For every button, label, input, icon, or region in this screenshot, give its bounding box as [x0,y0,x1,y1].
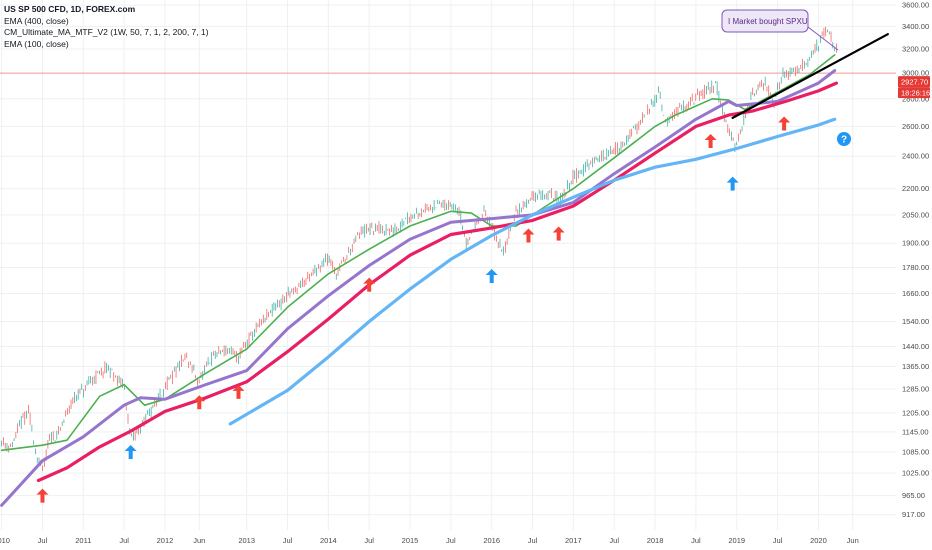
y-tick-label: 1660.00 [902,289,929,298]
y-tick-label: 3400.00 [902,22,929,31]
y-tick-label: 1780.00 [902,263,929,272]
y-tick-label: 2800.00 [902,94,929,103]
x-tick-label: Jul [773,536,783,545]
chart-series [0,26,889,507]
series-line-ema_weekly [0,69,837,507]
x-tick-label: Jul [283,536,293,545]
y-tick-label: 1440.00 [902,342,929,351]
red-up-arrow-icon [232,384,245,399]
x-tick-label: Jul [446,536,456,545]
y-tick-label: 3000.00 [902,69,929,78]
x-tick-label: Jul [691,536,701,545]
y-tick-label: 1025.00 [902,469,929,478]
legend-cm-ultimate-ma[interactable]: CM_Ultimate_MA_MTF_V2 (1W, 50, 7, 1, 2, … [4,27,209,37]
x-tick-label: 2010 [0,536,10,545]
y-tick-label: 1085.00 [902,447,929,456]
x-tick-label: 2017 [565,536,582,545]
x-tick-label: 2014 [320,536,337,545]
red-up-arrow-icon [778,116,791,131]
y-tick-label: 1540.00 [902,317,929,326]
last-price-label: 2927.70 [901,78,928,87]
chart-markers [36,116,791,503]
y-tick-label: 1285.00 [902,384,929,393]
x-tick-label: Jun [847,536,859,545]
x-tick-label: 2015 [402,536,419,545]
y-tick-label: 965.00 [902,491,925,500]
legend-ema-100[interactable]: EMA (100, close) [4,38,69,49]
red-up-arrow-icon [193,395,206,410]
series-line-ema_400 [36,81,838,483]
x-tick-label: Jul [364,536,374,545]
y-tick-label: 917.00 [902,510,925,519]
x-tick-label: 2018 [647,536,664,545]
y-tick-label: 1900.00 [902,239,929,248]
last-price-tag [898,76,930,88]
series-line-ema_fast [0,54,836,452]
annotation-callout[interactable]: I Market bought SPXU [721,9,839,51]
x-tick-label: Jul [528,536,538,545]
x-tick-label: 2013 [238,536,255,545]
y-tick-label: 2400.00 [902,152,929,161]
help-question-icon[interactable]: ? [837,132,851,146]
red-up-arrow-icon [36,488,49,503]
x-tick-label: 2011 [75,536,91,545]
x-tick-label: 2016 [483,536,500,545]
x-tick-label: Jul [609,536,619,545]
y-tick-label: 1145.00 [902,427,929,436]
series-line-ema_100 [228,117,837,426]
series-line-trendline [731,33,889,119]
chart-overlays: 2927.70 18:26:16 I Market bought SPXU? [721,9,930,146]
legend-title[interactable]: US SP 500 CFD, 1D, FOREX.com [4,4,136,14]
y-tick-label: 2600.00 [902,122,929,131]
chart-legend: US SP 500 CFD, 1D, FOREX.com EMA (400, c… [4,4,209,50]
countdown-tag [898,87,930,99]
x-tick-label: 2012 [157,536,174,545]
blue-up-arrow-icon [726,176,739,191]
y-tick-label: 1205.00 [902,408,929,417]
x-tick-label: 2019 [728,536,745,545]
red-up-arrow-icon [704,133,717,148]
blue-up-arrow-icon [124,444,137,459]
countdown-label: 18:26:16 [901,89,930,98]
annotation-text: I Market bought SPXU [728,17,808,26]
x-tick-label: Jul [119,536,129,545]
legend-ema-400[interactable]: EMA (400, close) [4,15,69,26]
x-tick-label: Jul [38,536,48,545]
y-tick-label: 3200.00 [902,45,929,54]
y-tick-label: 2200.00 [902,184,929,193]
y-tick-label: 2050.00 [902,210,929,219]
help-question-label: ? [841,135,847,146]
red-up-arrow-icon [522,228,535,243]
y-tick-label: 1365.00 [902,362,929,371]
blue-up-arrow-icon [485,269,498,284]
red-up-arrow-icon [552,226,565,241]
x-tick-label: Jun [193,536,205,545]
red-up-arrow-icon [363,277,376,292]
y-tick-label: 3600.00 [902,1,929,10]
x-tick-label: 2020 [810,536,827,545]
